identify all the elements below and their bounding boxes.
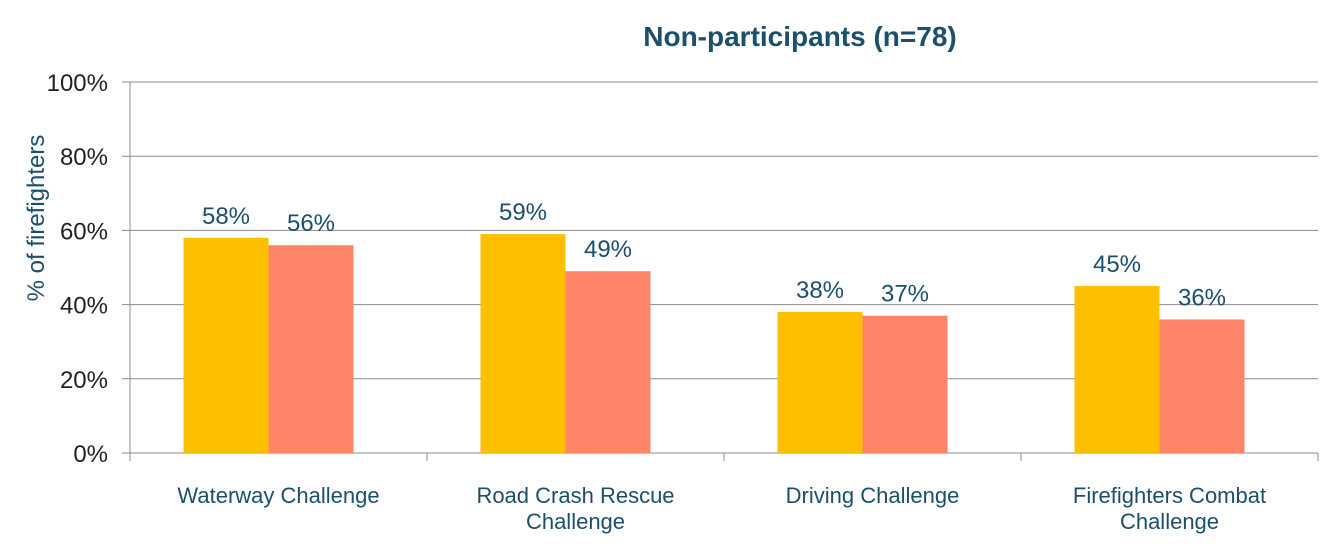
bar <box>777 312 863 453</box>
value-label: 59% <box>499 199 547 226</box>
y-tick-label: 0% <box>73 441 108 468</box>
bar <box>862 315 948 453</box>
y-tick-label: 60% <box>60 218 108 245</box>
bar <box>268 245 354 453</box>
value-label: 45% <box>1093 251 1141 278</box>
bar <box>480 234 566 453</box>
y-tick-label: 20% <box>60 367 108 394</box>
x-tick-label: Road Crash Rescue Challenge <box>476 483 675 534</box>
x-tick-label: Firefighters Combat Challenge <box>1072 483 1267 534</box>
value-label: 37% <box>881 281 929 308</box>
bar <box>1159 319 1245 453</box>
value-label: 49% <box>584 236 632 263</box>
bar <box>1074 286 1160 453</box>
bar <box>183 237 269 453</box>
value-label: 56% <box>287 210 335 237</box>
y-tick-label: 80% <box>60 144 108 171</box>
y-tick-label: 100% <box>47 70 108 97</box>
y-axis-label: % of firefighters <box>23 135 50 302</box>
bar <box>565 271 651 453</box>
chart-title: Non-participants (n=78) <box>643 21 956 52</box>
value-label: 36% <box>1178 284 1226 311</box>
x-tick-label: Waterway Challenge <box>177 483 380 508</box>
x-tick-label: Driving Challenge <box>785 483 960 508</box>
y-tick-label: 40% <box>60 293 108 320</box>
value-label: 58% <box>202 203 250 230</box>
value-label: 38% <box>796 277 844 304</box>
